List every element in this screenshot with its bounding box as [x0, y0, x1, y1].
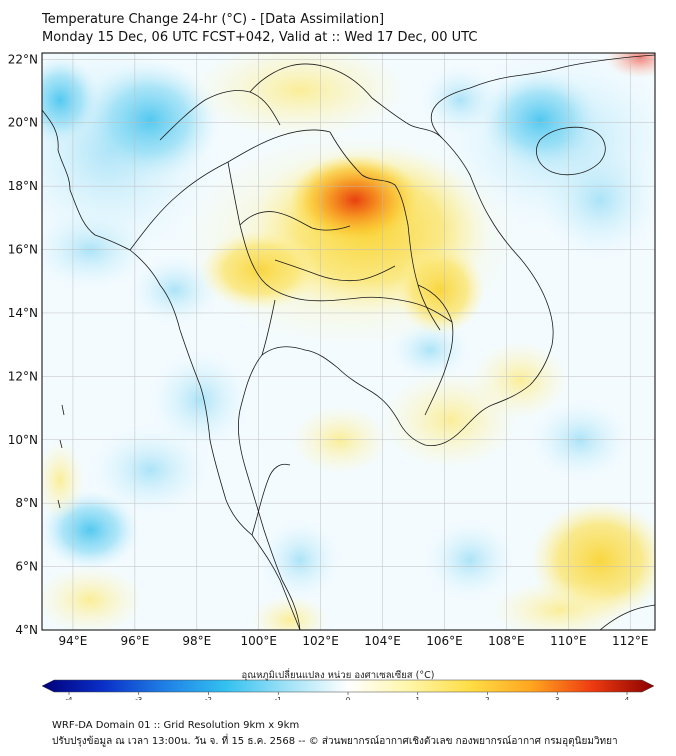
colorbar-title: อุณหภูมิเปลี่ยนแปลง หน่วย องศาเซลเซียส (…	[241, 670, 435, 681]
map-frame	[41, 52, 656, 631]
longitude-label: 104°E	[364, 634, 401, 648]
latitude-label: 10°N	[8, 433, 38, 447]
longitude-label: 112°E	[612, 634, 649, 648]
graticule	[42, 53, 655, 630]
longitude-label: 96°E	[120, 634, 149, 648]
colorbar-tick-label: -1	[275, 696, 282, 700]
longitude-label: 106°E	[426, 634, 463, 648]
longitude-label: 110°E	[550, 634, 587, 648]
latitude-label: 14°N	[8, 306, 38, 320]
temperature-field	[42, 53, 655, 630]
latitude-labels: 22°N 20°N 18°N 16°N 14°N 12°N 10°N 8°N 6°N 4°N	[8, 52, 38, 637]
latitude-label: 18°N	[8, 179, 38, 193]
latitude-label: 4°N	[15, 623, 38, 637]
longitude-labels: 94°E 96°E 98°E 100°E 102°E 104°E 106°E 108°E 110…	[59, 634, 649, 648]
colorbar-tick-label: 2	[485, 696, 489, 700]
colorbar-tick-label: -4	[66, 696, 74, 700]
chart-title: Temperature Change 24-hr (°C) - [Data As…	[42, 12, 385, 27]
longitude-label: 108°E	[488, 634, 525, 648]
latitude-label: 16°N	[8, 243, 38, 257]
colorbar-tick-label: -3	[135, 696, 142, 700]
footer-model-info: WRF-DA Domain 01 :: Grid Resolution 9km …	[52, 720, 300, 731]
longitude-label: 98°E	[182, 634, 211, 648]
longitude-label: 100°E	[240, 634, 277, 648]
latitude-label: 8°N	[15, 496, 38, 510]
coastlines-and-borders	[42, 54, 655, 630]
colorbar: -4 -3 -2 -1 0 1 2 3 4	[41, 679, 655, 700]
temperature-change-map: 22°N 20°N 18°N 16°N 14°N 12°N 10°N 8°N 6°N 4°N 94…	[8, 52, 656, 700]
latitude-label: 20°N	[8, 116, 38, 130]
latitude-label: 12°N	[8, 369, 38, 383]
latitude-label: 6°N	[15, 560, 38, 574]
footer-credit: ปรับปรุงข้อมูล ณ เวลา 13:00น. วัน จ. ที่…	[52, 736, 618, 747]
longitude-label: 94°E	[59, 634, 88, 648]
chart-subtitle: Monday 15 Dec, 06 UTC FCST+042, Valid at…	[42, 30, 478, 45]
colorbar-bar	[41, 679, 655, 693]
latitude-label: 22°N	[8, 52, 38, 66]
longitude-label: 102°E	[302, 634, 339, 648]
colorbar-tick-label: 1	[416, 696, 420, 700]
colorbar-tick-label: 3	[555, 696, 559, 700]
colorbar-tick-label: 0	[346, 696, 350, 700]
colorbar-ticks: -4 -3 -2 -1 0 1 2 3 4	[66, 692, 630, 700]
colorbar-tick-label: -2	[205, 696, 212, 700]
colorbar-tick-label: 4	[625, 696, 630, 700]
